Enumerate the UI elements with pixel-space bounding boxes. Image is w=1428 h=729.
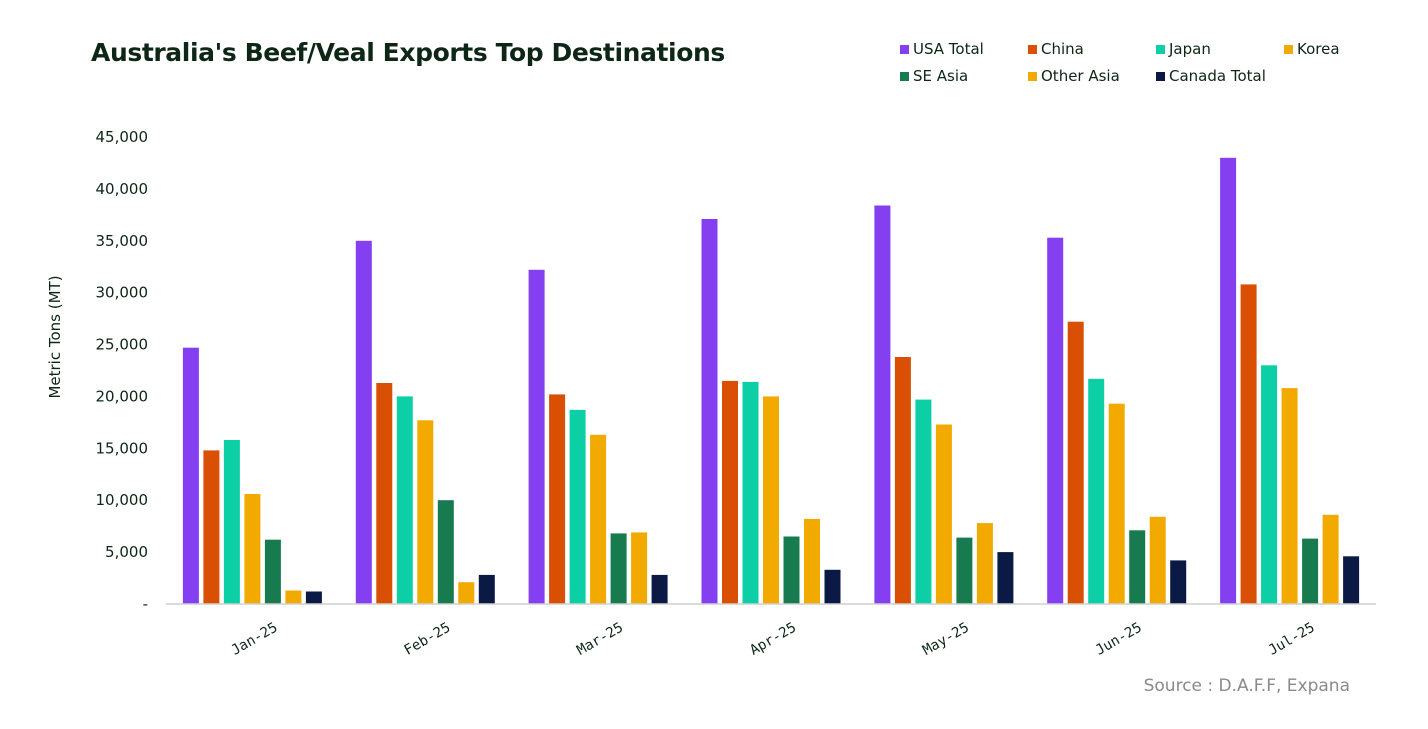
bar-china-apr-25 (722, 380, 738, 604)
bar-china-jul-25 (1240, 284, 1257, 604)
bars-group (182, 157, 1360, 605)
x-tick-label: Jun-25 (1093, 620, 1145, 659)
bar-japan-jan-25 (223, 440, 240, 604)
bar-korea-jul-25 (1281, 388, 1298, 604)
legend-label-china: China (1041, 40, 1084, 58)
legend-item-se-asia: SE Asia (900, 67, 968, 85)
bar-other-asia-feb-25 (458, 582, 475, 604)
bar-other-asia-mar-25 (631, 532, 648, 604)
bar-se-asia-apr-25 (783, 536, 800, 604)
bar-china-jun-25 (1067, 321, 1084, 604)
bar-usa-total-feb-25 (355, 240, 372, 605)
bar-japan-jul-25 (1261, 365, 1278, 604)
y-axis-title: Metric Tons (MT) (46, 275, 64, 398)
bar-canada-total-jun-25 (1170, 560, 1187, 604)
bar-japan-may-25 (915, 399, 932, 604)
bar-se-asia-may-25 (956, 537, 973, 604)
bar-usa-total-jun-25 (1047, 237, 1064, 604)
x-tick-label: Apr-25 (747, 620, 799, 659)
bar-japan-mar-25 (569, 409, 586, 604)
legend-label-japan: Japan (1169, 40, 1211, 58)
bar-korea-mar-25 (590, 434, 607, 604)
bar-se-asia-jul-25 (1302, 538, 1319, 604)
x-tick-label: Jul-25 (1266, 620, 1318, 659)
y-tick-label: - (143, 595, 148, 613)
bar-other-asia-may-25 (976, 523, 993, 604)
legend-item-usa-total: USA Total (900, 40, 984, 58)
legend-label-canada-total: Canada Total (1169, 67, 1266, 85)
y-tick-label: 35,000 (96, 232, 149, 250)
legend-swatch-canada-total (1156, 71, 1165, 81)
bar-other-asia-jul-25 (1322, 514, 1339, 604)
bar-korea-feb-25 (417, 420, 434, 604)
legend-item-china: China (1028, 40, 1084, 58)
bar-china-jan-25 (203, 450, 220, 604)
bar-se-asia-mar-25 (610, 533, 627, 604)
x-axis: Jan-25 Feb-25 Mar-25 Apr-25 May-25 Jun-25 Jul-… (229, 620, 1318, 659)
bar-usa-total-jul-25 (1220, 157, 1237, 605)
source-note: Source : D.A.F.F, Expana (1143, 676, 1350, 696)
y-axis: - 5,000 10,000 15,000 20,000 25,000 30,000 35,0… (96, 128, 149, 613)
bar-japan-feb-25 (396, 396, 413, 604)
legend-swatch-japan (1156, 44, 1165, 54)
bar-canada-total-feb-25 (478, 574, 495, 604)
y-tick-label: 20,000 (96, 387, 149, 405)
bar-korea-may-25 (935, 424, 952, 604)
x-tick-label: Feb-25 (401, 620, 453, 659)
legend-label-se-asia: SE Asia (913, 67, 969, 85)
bar-korea-jan-25 (244, 494, 261, 604)
bar-se-asia-jan-25 (264, 539, 281, 604)
y-tick-label: 15,000 (96, 439, 149, 457)
legend-label-korea: Korea (1297, 40, 1340, 58)
bar-china-feb-25 (376, 383, 393, 604)
x-tick-label: Jan-25 (229, 620, 281, 659)
x-tick-label: May-25 (920, 620, 972, 659)
bar-usa-total-apr-25 (701, 219, 718, 604)
bar-korea-jun-25 (1108, 403, 1125, 604)
bar-other-asia-jun-25 (1149, 516, 1166, 604)
legend-item-other-asia: Other Asia (1028, 67, 1120, 85)
bar-other-asia-jan-25 (285, 590, 302, 604)
chart-legend: USA Total China Japan Korea SE Asia Othe… (900, 40, 1380, 100)
bar-usa-total-mar-25 (528, 269, 545, 604)
bar-china-may-25 (894, 357, 911, 604)
bar-se-asia-jun-25 (1129, 530, 1146, 604)
y-tick-label: 5,000 (105, 543, 148, 561)
bar-usa-total-jan-25 (182, 347, 199, 604)
bar-japan-apr-25 (742, 381, 759, 604)
legend-swatch-se-asia (900, 71, 909, 81)
legend-swatch-other-asia (1028, 71, 1037, 81)
bar-japan-jun-25 (1088, 378, 1105, 604)
y-tick-label: 30,000 (96, 284, 149, 302)
y-tick-label: 10,000 (96, 491, 149, 509)
bar-se-asia-feb-25 (437, 500, 454, 604)
y-tick-label: 40,000 (96, 180, 149, 198)
y-tick-label: 25,000 (96, 336, 149, 354)
bar-usa-total-may-25 (874, 205, 891, 604)
legend-item-japan: Japan (1156, 40, 1211, 58)
legend-swatch-usa-total (900, 44, 909, 54)
legend-item-canada-total: Canada Total (1156, 67, 1266, 85)
bar-canada-total-jul-25 (1343, 556, 1360, 604)
bar-canada-total-jan-25 (305, 591, 322, 604)
legend-item-korea: Korea (1284, 40, 1340, 58)
y-tick-label: 45,000 (96, 128, 149, 146)
legend-label-usa-total: USA Total (913, 40, 984, 58)
legend-swatch-korea (1284, 44, 1293, 54)
bar-korea-apr-25 (763, 396, 779, 604)
x-tick-label: Mar-25 (574, 620, 626, 659)
chart-title: Australia's Beef/Veal Exports Top Destin… (91, 38, 725, 67)
bar-canada-total-apr-25 (824, 569, 841, 604)
bar-china-mar-25 (549, 394, 566, 604)
legend-swatch-china (1028, 44, 1037, 54)
legend-label-other-asia: Other Asia (1041, 67, 1120, 85)
bar-canada-total-may-25 (997, 552, 1014, 604)
bar-canada-total-mar-25 (651, 574, 668, 604)
bar-other-asia-apr-25 (804, 518, 820, 604)
